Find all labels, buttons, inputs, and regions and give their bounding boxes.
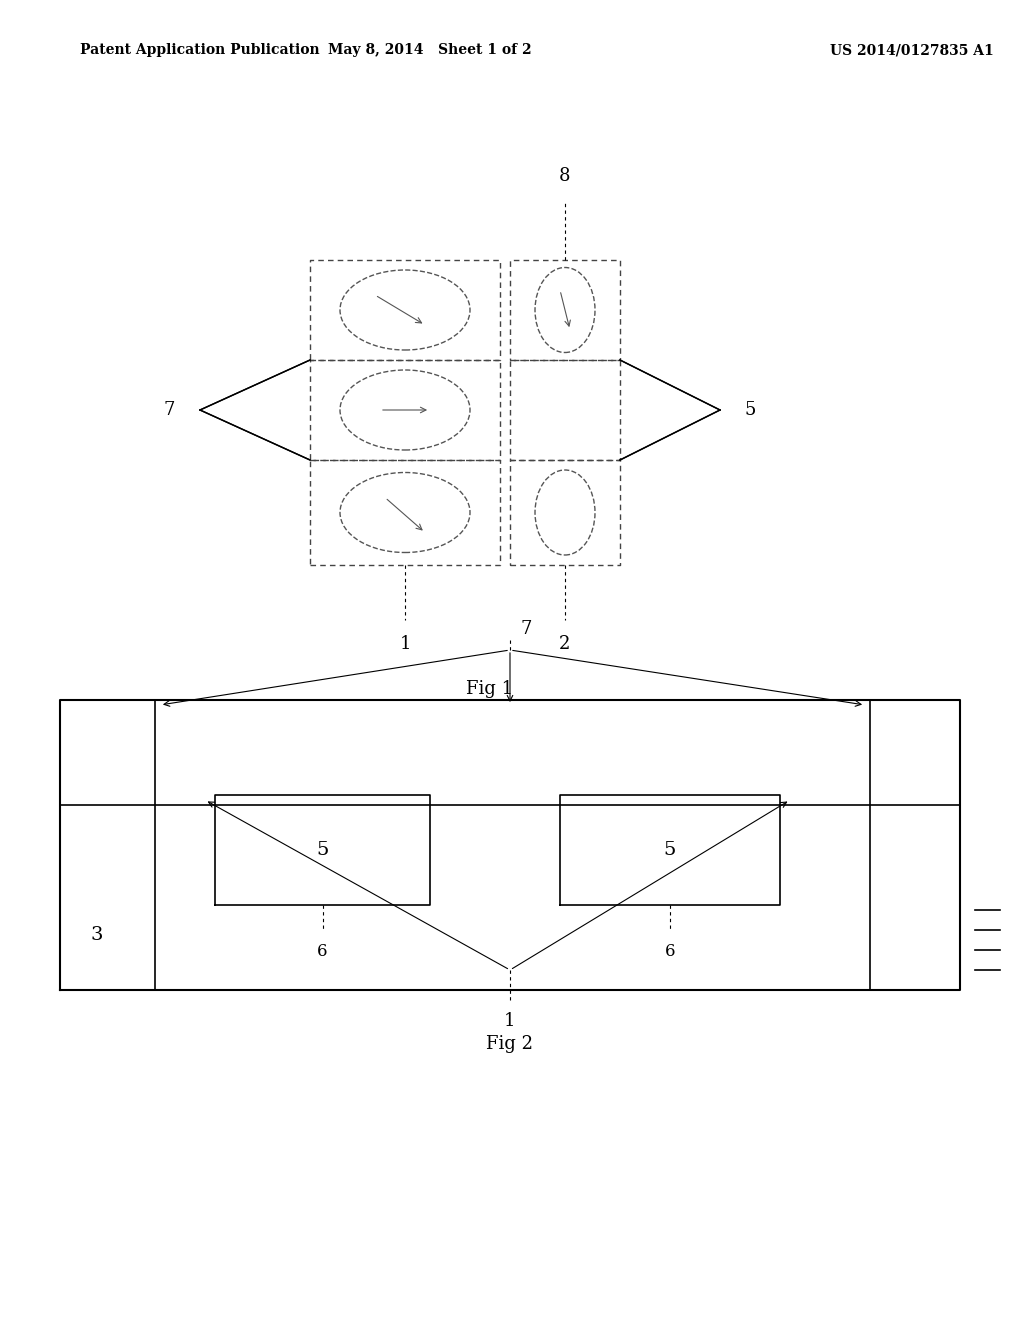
Text: 5: 5 (664, 841, 676, 859)
Text: Patent Application Publication: Patent Application Publication (80, 44, 319, 57)
Text: 7: 7 (164, 401, 175, 418)
Text: 7: 7 (520, 620, 531, 638)
Text: 6: 6 (317, 942, 328, 960)
Text: US 2014/0127835 A1: US 2014/0127835 A1 (830, 44, 993, 57)
Text: May 8, 2014   Sheet 1 of 2: May 8, 2014 Sheet 1 of 2 (328, 44, 531, 57)
Text: 6: 6 (665, 942, 675, 960)
Text: Fig 2: Fig 2 (486, 1035, 534, 1053)
Text: 2: 2 (559, 635, 570, 653)
Text: 3: 3 (90, 927, 102, 944)
Text: 5: 5 (316, 841, 329, 859)
Text: Fig 1: Fig 1 (467, 680, 514, 698)
Text: 1: 1 (399, 635, 411, 653)
Text: 8: 8 (559, 168, 570, 185)
Text: 5: 5 (745, 401, 757, 418)
Text: 1: 1 (504, 1012, 516, 1030)
